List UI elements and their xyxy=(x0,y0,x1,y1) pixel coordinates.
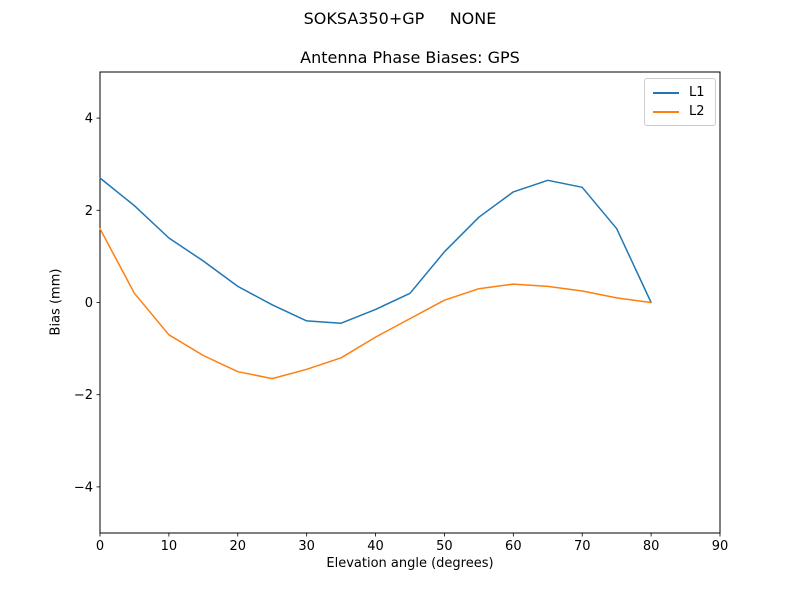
y-tick-label: 2 xyxy=(85,204,93,219)
x-axis-label: Elevation angle (degrees) xyxy=(326,556,494,571)
x-tick-label: 30 xyxy=(298,539,315,554)
y-tick-label: 4 xyxy=(85,112,93,127)
x-tick-label: 80 xyxy=(643,539,660,554)
x-tick-label: 0 xyxy=(96,539,104,554)
x-tick-label: 60 xyxy=(505,539,522,554)
x-tick-label: 90 xyxy=(712,539,729,554)
l2-series-line xyxy=(99,227,652,380)
figure-suptitle: SOKSA350+GP NONE xyxy=(303,9,497,28)
legend-label-l2: L2 xyxy=(689,104,705,119)
legend-label-l1: L1 xyxy=(689,85,705,100)
l1-series-line xyxy=(99,177,652,324)
l1-line-swatch xyxy=(653,91,679,94)
x-tick-label: 20 xyxy=(230,539,247,554)
legend: L1 L2 xyxy=(644,78,716,126)
l2-line-swatch xyxy=(653,110,679,113)
axes-frame xyxy=(99,71,721,534)
legend-entry-l1: L1 xyxy=(645,83,715,102)
x-tick-label: 40 xyxy=(367,539,384,554)
y-tick-label: −2 xyxy=(74,388,93,403)
y-tick-label: 0 xyxy=(85,296,93,311)
x-tick-label: 50 xyxy=(436,539,453,554)
x-tick-label: 10 xyxy=(161,539,178,554)
y-tick-label: −4 xyxy=(74,480,93,495)
x-tick-label: 70 xyxy=(574,539,591,554)
legend-entry-l2: L2 xyxy=(645,102,715,121)
axes-title: Antenna Phase Biases: GPS xyxy=(300,48,520,67)
y-axis-label: Bias (mm) xyxy=(48,268,64,336)
